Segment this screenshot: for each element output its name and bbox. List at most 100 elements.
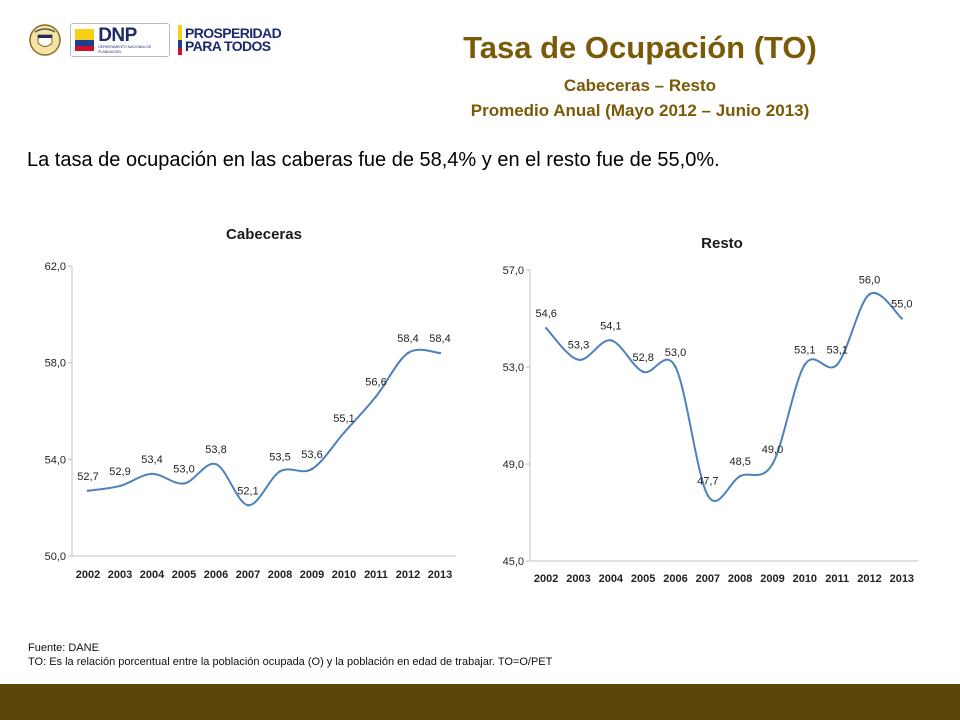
data-point [406,351,410,355]
data-label: 49,0 [762,444,783,456]
data-point [641,370,645,374]
x-tick-label: 2008 [268,569,292,581]
x-tick-label: 2004 [140,569,165,581]
data-point [835,363,839,366]
data-point [86,489,90,492]
x-tick-label: 2002 [534,573,558,585]
prosperidad-logo: PROSPERIDAD PARA TODOS [178,25,282,55]
x-tick-label: 2005 [631,573,655,585]
page-period: Promedio Anual (Mayo 2012 – Junio 2013) [470,101,810,120]
data-point [544,327,548,330]
data-label: 53,0 [665,347,686,359]
data-point [246,504,250,507]
x-tick-label: 2003 [108,569,132,581]
x-tick-label: 2007 [696,573,720,585]
x-tick-label: 2012 [396,569,420,581]
data-point [150,472,154,476]
data-label: 53,5 [269,451,290,463]
y-tick-label: 62,0 [45,261,66,273]
data-point [374,395,378,398]
prosperidad-logo-line2: PARA TODOS [185,38,271,54]
data-label: 53,1 [794,345,815,357]
x-tick-label: 2011 [825,573,849,585]
data-point [310,467,314,471]
footer: Fuente: DANE TO: Es la relación porcentu… [28,641,552,669]
data-label: 55,0 [891,299,912,311]
data-point [214,462,218,466]
x-tick-label: 2005 [172,569,196,581]
data-point [738,474,742,478]
data-point [900,317,904,320]
series-line-cabeceras [87,348,441,507]
x-tick-label: 2003 [566,573,590,585]
y-tick-label: 49,0 [503,459,524,471]
x-tick-label: 2011 [364,569,388,581]
data-label: 53,0 [173,464,194,476]
page-title: Tasa de Ocupación (TO) [463,30,817,65]
data-label: 53,4 [141,454,162,466]
x-tick-label: 2013 [890,573,914,585]
data-point [771,462,774,466]
data-label: 54,1 [600,320,621,332]
page-subtitle: Cabeceras – Resto [563,76,717,95]
dnp-logo-subtext: DEPARTAMENTO NACIONAL DE PLANEACIÓN [98,44,152,54]
x-tick-label: 2002 [76,569,100,581]
data-label: 56,0 [859,274,880,286]
data-label: 53,8 [205,444,226,456]
y-tick-label: 45,0 [503,556,524,568]
data-label: 52,8 [632,352,653,364]
data-point [803,363,807,366]
x-tick-label: 2009 [760,573,784,585]
y-tick-label: 53,0 [503,362,524,374]
data-point [182,482,186,485]
data-point [609,339,613,342]
data-point [706,494,710,497]
data-label: 56,6 [365,377,386,389]
colombia-flag-icon [75,29,95,51]
x-tick-label: 2009 [300,569,324,581]
dnp-logo: DNP DEPARTAMENTO NACIONAL DE PLANEACIÓN [70,23,170,57]
coat-of-arms-icon [29,24,61,56]
x-tick-label: 2007 [236,569,260,581]
x-tick-label: 2010 [793,573,817,585]
definition-note: TO: Es la relación porcentual entre la p… [28,656,553,668]
data-point [118,484,122,488]
y-tick-label: 54,0 [45,454,66,466]
data-label: 53,3 [568,340,589,352]
data-point [674,365,677,369]
x-tick-label: 2010 [332,569,356,581]
data-label: 53,6 [301,449,322,461]
chart-title-resto: Resto [701,235,743,252]
x-tick-label: 2012 [857,573,881,585]
data-label: 58,4 [429,333,450,345]
bottom-bar [0,684,960,720]
x-tick-label: 2013 [428,569,452,581]
source-note: Fuente: DANE [28,642,99,654]
data-point [278,470,282,473]
data-label: 48,5 [729,456,750,468]
data-point [342,431,346,434]
summary-text: La tasa de ocupación en las caberas fue … [27,149,720,171]
data-label: 53,1 [826,345,847,357]
y-tick-label: 57,0 [503,265,524,277]
tricolor-bar-icon [178,25,182,55]
chart-title-cabeceras: Cabeceras [226,226,302,243]
dnp-logo-text: DNP [98,24,137,46]
data-label: 55,1 [333,413,354,425]
x-tick-label: 2006 [204,569,228,581]
data-point [438,351,442,355]
data-point [577,358,580,361]
data-label: 52,9 [109,466,130,478]
data-label: 52,1 [237,485,258,497]
prosperidad-logo-line1: PROSPERIDAD [185,25,282,41]
x-tick-label: 2006 [663,573,687,585]
data-label: 47,7 [697,476,718,488]
data-label: 58,4 [397,333,418,345]
logo-strip: DNP DEPARTAMENTO NACIONAL DE PLANEACIÓN … [28,18,282,62]
chart-resto: 45,0 49,0 53,0 57,0 2002 2003 2004 2005 2006 2007… [503,265,918,585]
data-point [868,293,871,296]
data-label: 54,6 [535,308,556,320]
y-tick-label: 58,0 [45,358,66,370]
y-tick-label: 50,0 [45,551,66,563]
x-tick-label: 2004 [599,573,624,585]
